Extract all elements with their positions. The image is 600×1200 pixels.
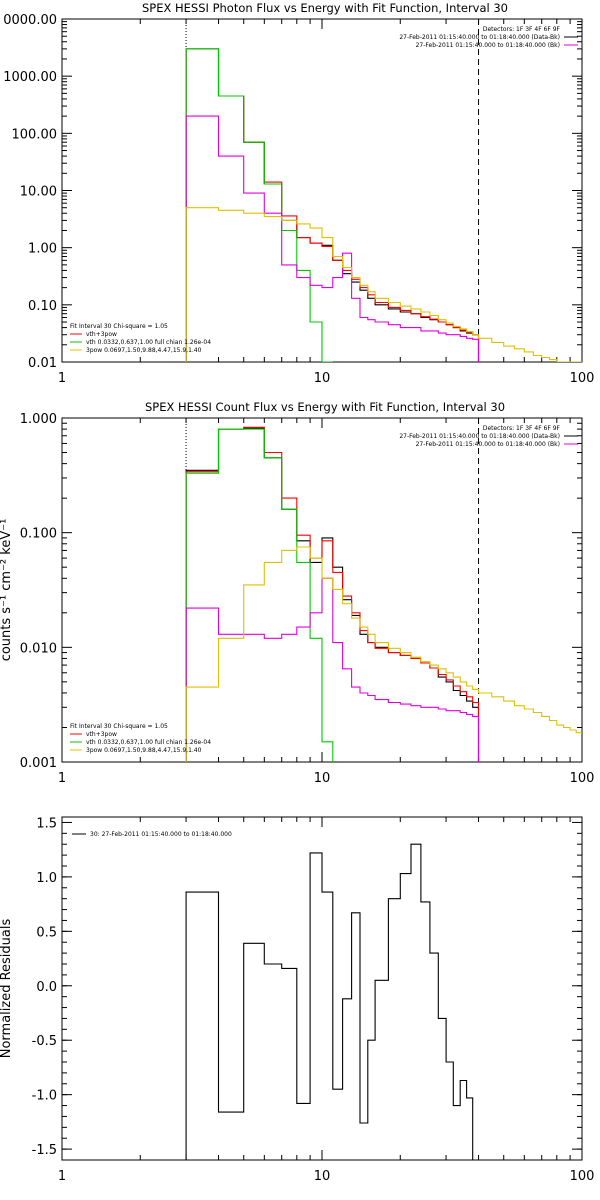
y-tick-label: -1.0 xyxy=(32,1089,57,1104)
y-tick-label: 0000.00 xyxy=(3,13,57,28)
y-axis-label: Normalized Residuals xyxy=(0,919,14,1059)
legend-topright-entry: 27-Feb-2011 01:15:40.000 to 01:18:40.000… xyxy=(399,34,560,41)
series-line-0 xyxy=(185,843,479,1160)
y-tick-label: -0.5 xyxy=(32,1034,57,1049)
x-tick-label: 10 xyxy=(314,371,331,386)
legend-topleft-entry: 30: 27-Feb-2011 01:15:40.000 to 01:18:40… xyxy=(90,831,232,838)
count-flux-title: SPEX HESSI Count Flux vs Energy with Fit… xyxy=(145,400,505,414)
legend-bottomleft-entry: 3pow 0.0697,1.50,9.88,4.47,15.9,1.40 xyxy=(86,347,202,354)
legend-bottomleft-entry: Fit Interval 30 Chi-square = 1.05 xyxy=(70,723,168,730)
series-group xyxy=(185,48,582,362)
legend-topright-entry: 27-Feb-2011 01:15:40.000 to 01:18:40.000… xyxy=(416,441,560,448)
legend-bottomleft-entry: Fit Interval 30 Chi-square = 1.05 xyxy=(70,323,168,330)
y-tick-label: 1.00 xyxy=(28,242,57,257)
y-tick-label: 10.00 xyxy=(20,185,57,200)
x-tick-label: 10 xyxy=(314,771,331,786)
legend-topright-entry: Detectors: 1F 3F 4F 6F 9F xyxy=(483,425,561,432)
series-line-2 xyxy=(185,428,334,762)
x-tick-label: 100 xyxy=(570,1169,595,1184)
legend-bottomleft-entry: vth 0.0332,0.637,1.00 full chian 1.26e-0… xyxy=(86,739,211,746)
legend-topright-entry: 27-Feb-2011 01:15:40.000 to 01:18:40.000… xyxy=(416,42,560,49)
y-tick-label: -1.5 xyxy=(32,1143,57,1158)
legend-bottomleft-entry: vth+3pow xyxy=(86,731,117,738)
y-tick-label: 100.00 xyxy=(12,127,58,142)
legend-bottomleft-entry: vth 0.0332,0.637,1.00 full chian 1.26e-0… xyxy=(86,339,211,346)
legend-bottomleft-entry: 3pow 0.0697,1.50,9.88,4.47,15.9,1.40 xyxy=(86,747,202,754)
legend-topright-entry: Detectors: 1F 3F 4F 6F 9F xyxy=(483,26,561,33)
x-tick-label: 1 xyxy=(58,371,66,386)
residuals-panel: 1 10 100 1.5 1.0 0.5 0.0 -0.5 -1.0 -1.5 Normalized… xyxy=(0,816,594,1184)
x-tick-label: 100 xyxy=(570,771,595,786)
y-tick-label: 1.000 xyxy=(20,412,57,427)
y-axis-label: counts s⁻¹ cm⁻² keV⁻¹ xyxy=(0,519,14,662)
series-group xyxy=(185,843,479,1160)
legend-bottomleft-entry: vth+3pow xyxy=(86,331,117,338)
series-line-4 xyxy=(185,207,582,362)
x-tick-label: 1 xyxy=(58,1169,66,1184)
photon-flux-title: SPEX HESSI Photon Flux vs Energy with Fi… xyxy=(142,1,508,15)
count-flux-panel: SPEX HESSI Count Flux vs Energy with Fit… xyxy=(0,400,594,786)
series-line-4 xyxy=(185,546,582,762)
series-line-2 xyxy=(185,48,333,362)
y-tick-label: 1000.00 xyxy=(3,70,57,85)
legend-topright-entry: 27-Feb-2011 01:15:40.000 to 01:18:40.000… xyxy=(399,433,560,440)
y-tick-label: 0.001 xyxy=(20,756,57,771)
series-group xyxy=(185,426,582,762)
photon-flux-panel: SPEX HESSI Photon Flux vs Energy with Fi… xyxy=(3,1,594,386)
y-tick-label: 0.010 xyxy=(20,641,57,656)
x-tick-label: 10 xyxy=(314,1169,331,1184)
y-tick-label: 1.0 xyxy=(36,871,57,886)
series-line-3 xyxy=(185,577,480,762)
y-tick-label: 0.10 xyxy=(28,299,57,314)
x-tick-label: 1 xyxy=(58,771,66,786)
y-tick-label: 0.01 xyxy=(28,356,57,371)
y-tick-label: 0.5 xyxy=(36,925,57,940)
y-tick-label: 0.100 xyxy=(20,527,57,542)
plot-frame xyxy=(61,18,583,363)
series-line-3 xyxy=(185,115,480,362)
x-tick-label: 100 xyxy=(570,371,595,386)
y-tick-label: 1.5 xyxy=(36,816,57,831)
y-tick-label: 0.0 xyxy=(36,980,57,995)
